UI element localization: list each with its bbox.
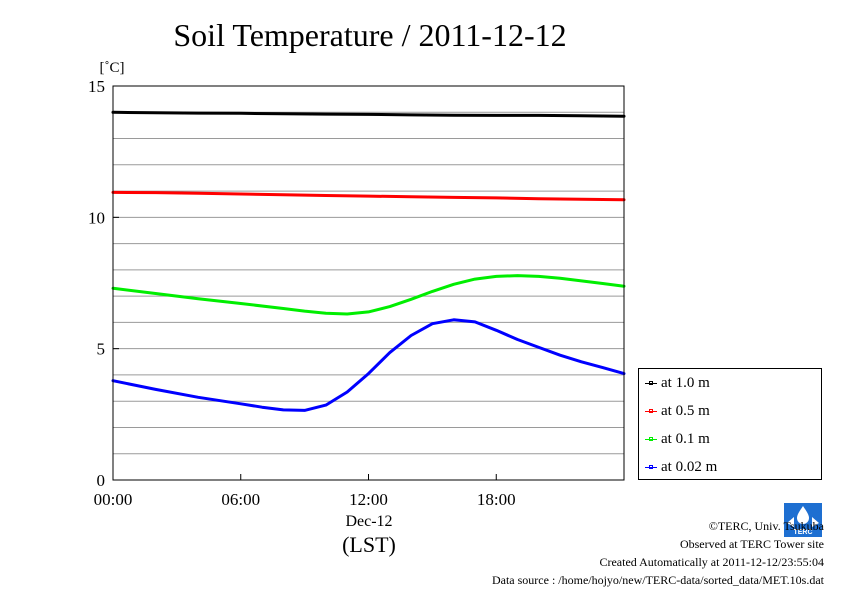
legend-item: at 1.0 m bbox=[645, 373, 710, 393]
x-axis-date-label: Dec-12 bbox=[345, 513, 392, 530]
legend-marker-icon bbox=[645, 436, 657, 441]
legend-item: at 0.1 m bbox=[645, 429, 710, 449]
x-tick-label: 06:00 bbox=[221, 490, 260, 509]
x-tick-label: 18:00 bbox=[477, 490, 516, 509]
logo-text: TERC bbox=[793, 529, 812, 536]
terc-logo-icon: TERC bbox=[784, 503, 822, 537]
series-line bbox=[111, 318, 626, 412]
x-axis-label: (LST) bbox=[342, 532, 396, 557]
y-axis-label: [˚C] bbox=[100, 60, 125, 76]
legend-label: at 0.1 m bbox=[661, 430, 710, 447]
y-tick-label: 0 bbox=[97, 471, 106, 490]
legend-item: at 0.02 m bbox=[645, 457, 717, 477]
legend-marker-icon bbox=[645, 464, 657, 469]
y-tick-label: 15 bbox=[88, 77, 105, 96]
legend-label: at 1.0 m bbox=[661, 374, 710, 391]
credit-created: Created Automatically at 2011-12-12/23:5… bbox=[599, 555, 824, 569]
chart-title: Soil Temperature / 2011-12-12 bbox=[173, 17, 566, 53]
legend-label: at 0.5 m bbox=[661, 402, 710, 419]
grid-lines bbox=[113, 111, 624, 455]
x-tick-label: 12:00 bbox=[349, 490, 388, 509]
series-line bbox=[111, 274, 626, 316]
y-tick-label: 10 bbox=[88, 208, 105, 227]
credit-observed: Observed at TERC Tower site bbox=[679, 537, 824, 551]
chart-legend: at 1.0 m at 0.5 m at 0.1 m at 0.02 m bbox=[638, 368, 822, 480]
credit-copyright: ©TERC, Univ. Tsukuba bbox=[708, 519, 824, 533]
y-tick-label: 5 bbox=[97, 340, 106, 359]
legend-marker-icon bbox=[645, 380, 657, 385]
legend-label: at 0.02 m bbox=[661, 458, 718, 475]
series-lines bbox=[111, 110, 626, 412]
series-line bbox=[111, 110, 626, 118]
credit-source: Data source : /home/hojyo/new/TERC-data/… bbox=[491, 573, 824, 587]
legend-marker-icon bbox=[645, 408, 657, 413]
legend-item: at 0.5 m bbox=[645, 401, 710, 421]
axis-ticks: 0 5 10 15 00:00 06:00 12:00 18:00 bbox=[88, 77, 516, 509]
series-line bbox=[111, 190, 626, 202]
plot-frame bbox=[112, 85, 625, 481]
x-tick-label: 00:00 bbox=[94, 490, 133, 509]
